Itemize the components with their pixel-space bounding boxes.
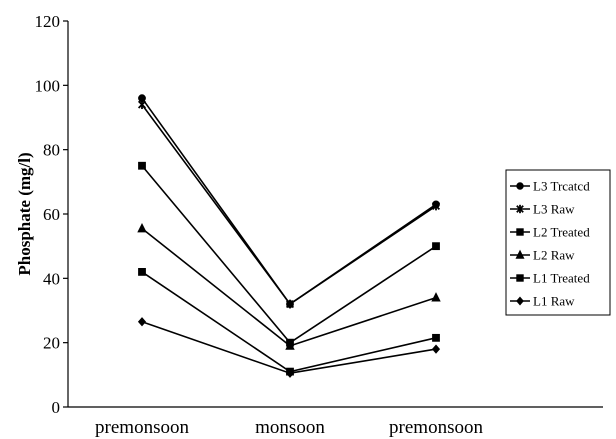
series-group: [138, 161, 440, 347]
legend-box: [505, 169, 611, 316]
marker-triangle: [431, 292, 441, 302]
series-group: [138, 268, 440, 376]
legend-item: L2 Raw: [510, 248, 575, 263]
marker-star: [516, 204, 524, 214]
legend-label: L1 Treated: [533, 271, 590, 286]
series-line: [141, 227, 437, 347]
marker-square: [138, 268, 146, 276]
legend-item: L3 Raw: [510, 202, 575, 217]
legend-label: L3 Trcatcd: [533, 179, 590, 194]
legend: L3 Trcatcd L3 Raw L2 Treated L2 Raw L1 Treat…: [505, 169, 611, 316]
series-line: [141, 97, 437, 306]
y-tick-label: 80: [43, 141, 60, 160]
series-group: [138, 94, 440, 308]
y-tick-label: 120: [35, 12, 61, 31]
x-category-label: premonsoon: [95, 417, 189, 438]
y-tick-label: 40: [43, 269, 60, 288]
marker-square: [432, 242, 440, 251]
marker-circle: [516, 182, 524, 190]
marker-diamond: [285, 368, 295, 378]
series-group: [137, 100, 441, 309]
marker-triangle: [515, 249, 525, 259]
x-category-label: premonsoon: [389, 417, 483, 438]
x-category-labels: premonsoon monsoon premonsoon: [95, 417, 483, 438]
legend-item: L1 Raw: [510, 294, 575, 309]
marker-star: [285, 299, 295, 309]
series-group: [137, 222, 441, 350]
marker-square: [432, 333, 440, 342]
legend-item: L2 Treated: [510, 225, 590, 240]
marker-diamond: [431, 344, 441, 354]
marker-star: [431, 201, 441, 211]
series-group: [137, 317, 441, 378]
y-tick-label: 100: [35, 76, 61, 95]
marker-triangle: [285, 340, 295, 350]
marker-square: [516, 228, 524, 236]
series-layer: [137, 94, 441, 378]
legend-label: L3 Raw: [533, 202, 575, 217]
legend-label: L2 Raw: [533, 248, 575, 263]
legend-label: L2 Treated: [533, 225, 590, 240]
legend-item: L1 Treated: [510, 271, 590, 286]
marker-square: [138, 161, 146, 170]
marker-triangle: [137, 222, 147, 233]
legend-label: L1 Raw: [533, 294, 575, 309]
marker-diamond: [516, 296, 524, 306]
series-line: [141, 104, 437, 306]
y-tick-label: 0: [52, 398, 61, 417]
marker-diamond: [137, 317, 147, 327]
y-axis-title: Phosphate (mg/l): [15, 152, 34, 275]
y-ticks: 0 20 40 60 80 100 120: [35, 12, 68, 417]
y-tick-label: 20: [43, 334, 60, 353]
y-tick-label: 60: [43, 205, 60, 224]
marker-star: [137, 100, 147, 110]
legend-item: L3 Trcatcd: [510, 179, 590, 194]
series-line: [141, 165, 437, 344]
marker-square: [516, 274, 524, 282]
x-category-label: monsoon: [255, 417, 325, 438]
